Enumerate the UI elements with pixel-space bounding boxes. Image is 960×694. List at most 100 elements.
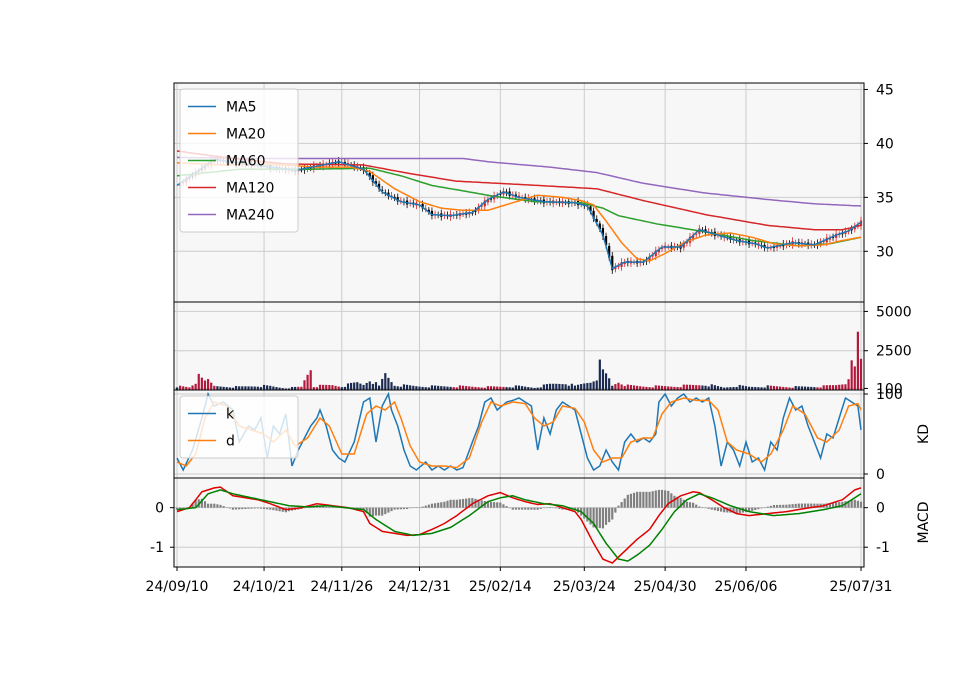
macd-histogram-bar: [545, 507, 549, 509]
macd-histogram-bar: [322, 506, 325, 508]
volume-bar: [831, 385, 835, 390]
volume-bar: [216, 386, 219, 390]
macd-histogram-bar: [667, 490, 670, 508]
volume-bar: [660, 385, 664, 390]
candle-body: [381, 189, 384, 191]
macd-histogram-bar: [555, 507, 558, 509]
volume-bar: [732, 387, 735, 390]
volume-bar: [692, 384, 695, 390]
volume-bar: [284, 388, 287, 390]
macd-histogram-bar: [517, 507, 521, 510]
volume-panel: 100 2500 5000: [173, 301, 912, 397]
volume-bar: [548, 383, 552, 390]
macd-histogram-bar: [726, 507, 729, 513]
volume-bar: [374, 382, 378, 390]
macd-histogram-bar: [502, 504, 505, 508]
price-panel: 30 35 40 45 MA5 MA20 MA60 MA120 MA240: [173, 82, 894, 303]
candle-body: [371, 175, 374, 183]
candle-body: [651, 255, 654, 257]
volume-bar: [844, 384, 847, 390]
candle-body: [859, 220, 863, 226]
volume-bar: [719, 386, 723, 390]
volume-bar: [468, 386, 471, 390]
macd-histogram-bar: [530, 507, 533, 510]
macd-histogram-bar: [800, 503, 804, 508]
macd-histogram-bar: [586, 507, 589, 522]
candle-body: [660, 247, 664, 249]
macd-histogram-bar: [415, 507, 418, 508]
volume-bar: [203, 380, 207, 390]
volume-bar: [474, 386, 477, 390]
volume-bar: [527, 387, 530, 390]
macd-histogram-bar: [614, 507, 617, 513]
macd-histogram-bar: [371, 507, 374, 517]
volume-bar: [803, 386, 807, 390]
price-legend-label-1: MA20: [226, 127, 265, 143]
macd-histogram-bar: [281, 507, 284, 512]
macd-histogram-bar: [387, 507, 390, 513]
volume-bar: [816, 387, 819, 390]
macd-histogram-bar: [558, 507, 561, 509]
macd-histogram-bar: [838, 502, 841, 508]
volume-bar: [735, 386, 738, 390]
volume-bar: [679, 387, 682, 390]
macd-histogram-bar: [629, 493, 633, 508]
volume-bar: [573, 385, 577, 390]
volume-bar: [405, 384, 409, 390]
macd-histogram-bar: [636, 491, 639, 508]
volume-bar: [685, 384, 688, 390]
candle-body: [427, 209, 430, 213]
volume-bar: [813, 387, 816, 390]
macd-histogram-bar: [567, 507, 570, 510]
volume-bar: [598, 359, 601, 390]
macd-histogram-bar: [716, 507, 720, 511]
volume-ytick-label-1: 2500: [876, 344, 912, 360]
macd-histogram-bar: [489, 501, 493, 508]
volume-bar: [290, 387, 294, 390]
macd-histogram-bar: [359, 507, 362, 510]
macd-histogram-bar: [210, 503, 213, 508]
volume-bar: [688, 384, 692, 390]
macd-histogram-bar: [747, 507, 751, 512]
macd-histogram-bar: [390, 507, 393, 512]
volume-bar: [244, 386, 247, 390]
volume-bar: [191, 385, 194, 390]
candle-body: [480, 205, 483, 207]
macd-histogram-bar: [381, 507, 384, 516]
candle-body: [779, 245, 782, 247]
macd-background: [174, 478, 864, 567]
volume-background: [174, 302, 864, 390]
volume-bar: [231, 387, 235, 390]
macd-histogram-bar: [698, 506, 701, 508]
volume-bar: [576, 384, 580, 390]
macd-histogram-bar: [241, 507, 244, 510]
candle-body: [368, 172, 371, 178]
volume-bar: [483, 387, 486, 390]
volume-bar: [318, 384, 322, 390]
macd-histogram-bar: [440, 502, 443, 508]
candle-body: [604, 236, 608, 246]
volume-bar: [197, 373, 200, 390]
candle-body: [847, 231, 850, 233]
macd-histogram-bar: [443, 501, 446, 508]
macd-histogram-bar: [524, 507, 527, 510]
macd-histogram-bar: [427, 504, 430, 508]
volume-bar: [819, 387, 822, 390]
volume-bar: [393, 385, 396, 390]
macd-histogram-bar: [499, 502, 502, 508]
macd-histogram-bar: [405, 507, 409, 509]
volume-bar: [716, 386, 720, 390]
volume-bar: [325, 384, 328, 390]
macd-histogram-bar: [623, 498, 626, 508]
macd-histogram-bar: [539, 507, 542, 509]
macd-histogram-bar: [645, 491, 648, 508]
macd-histogram-bar: [474, 498, 477, 508]
macd-histogram-bar: [825, 503, 828, 508]
volume-bar: [794, 386, 797, 390]
price-ytick-label-3: 45: [876, 82, 894, 98]
volume-bar: [455, 387, 458, 390]
candle-body: [474, 210, 477, 212]
macd-histogram-bar: [368, 507, 371, 517]
volume-bar: [343, 386, 346, 390]
volume-bar: [493, 386, 496, 390]
